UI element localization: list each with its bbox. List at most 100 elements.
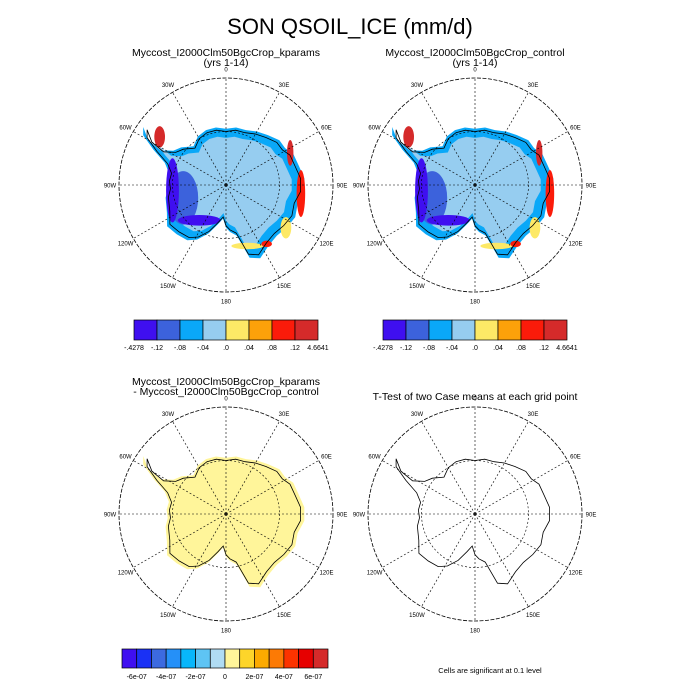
colorbar-box — [195, 648, 211, 669]
longitude-label: 60W — [119, 455, 132, 461]
longitude-label: 180 — [221, 629, 232, 635]
strong-negative-patch — [166, 158, 179, 223]
meridian-line — [474, 460, 568, 515]
longitude-label: 90W — [104, 513, 117, 519]
panel-title-2: Myccost_I2000Clm50BgcCrop_control (yrs 1… — [350, 48, 600, 69]
colorbar-box — [239, 648, 255, 669]
colorbar-box — [224, 648, 241, 669]
panel-2-subtitle: (yrs 1-14) — [452, 57, 498, 69]
longitude-label: 150W — [409, 613, 425, 619]
longitude-label: 150E — [526, 284, 540, 290]
colorbar-label: .08 — [516, 345, 526, 352]
longitude-label: 90W — [353, 184, 366, 190]
meridian-line — [474, 184, 529, 278]
colorbar-label: -2e-07 — [185, 674, 205, 681]
strong-negative-patch — [415, 158, 428, 223]
colorbar-box — [405, 319, 430, 341]
colorbar-label: -.04 — [446, 345, 458, 352]
longitude-label: 60E — [321, 455, 332, 461]
peninsula-positive-patch — [403, 126, 415, 148]
colorbar-box — [294, 319, 319, 341]
longitude-label: 90E — [337, 184, 348, 190]
meridian-line — [382, 184, 476, 239]
map-boundary — [367, 77, 583, 293]
colorbar-box — [543, 319, 568, 341]
map-boundary — [118, 77, 334, 293]
meridian-line — [382, 131, 476, 186]
figure-title: SON QSOIL_ICE (mm/d) — [227, 14, 473, 39]
colorbar-box — [165, 648, 182, 669]
colorbar-box — [133, 319, 158, 341]
colorbar-box — [497, 319, 522, 341]
longitude-label: 180 — [470, 629, 481, 635]
meridian-line — [133, 184, 227, 239]
longitude-label: 30W — [411, 412, 424, 418]
longitude-label: 0 — [224, 397, 228, 403]
colorbar-label: .08 — [267, 345, 277, 352]
colorbar-label: -.08 — [174, 345, 186, 352]
panel-4-title: T-Test of two Case means at each grid po… — [372, 391, 578, 403]
longitude-label: 120W — [118, 242, 134, 248]
longitude-label: 90W — [353, 513, 366, 519]
longitude-label: 60E — [321, 126, 332, 132]
positive-patch — [545, 170, 555, 218]
colorbar-box — [268, 648, 285, 669]
colorbar-box — [248, 319, 273, 341]
panel-3-subtitle: - Myccost_I2000Clm50BgcCrop_control — [133, 386, 319, 398]
longitude-label: 120W — [118, 571, 134, 577]
meridian-line — [172, 421, 227, 515]
colorbar-panel-3: -6e-07 -4e-07 -2e-07 0 2e-07 4e-07 6e-07 — [121, 648, 329, 681]
meridian-line — [172, 184, 227, 278]
longitude-label: 60W — [368, 126, 381, 132]
colorbar-label: 4.6641 — [307, 345, 329, 352]
meridian-line — [133, 460, 227, 515]
meridian-line — [225, 92, 280, 186]
positive-patch — [261, 240, 273, 248]
colorbar-box — [254, 648, 270, 669]
longitude-label: 180 — [221, 300, 232, 306]
meridian-line — [225, 513, 280, 607]
colorbar-box — [298, 648, 314, 669]
colorbar-box — [136, 648, 152, 669]
colorbar-box — [209, 648, 226, 669]
longitude-label: 60E — [570, 126, 581, 132]
colorbar-label: -6e-07 — [127, 674, 147, 681]
panel-title-3: Myccost_I2000Clm50BgcCrop_kparams - Mycc… — [101, 377, 351, 398]
colorbar-panel-1: -.4278 -.12 -.08 -.04 .0 .04 .08 .12 4.6641 — [124, 319, 329, 352]
longitude-label: 90W — [104, 184, 117, 190]
panel-title-1: Myccost_I2000Clm50BgcCrop_kparams (yrs 1… — [101, 48, 351, 69]
longitude-label: 150W — [160, 284, 176, 290]
longitude-label: 90E — [586, 513, 597, 519]
colorbar-label: 2e-07 — [245, 674, 263, 681]
colorbar-box — [156, 319, 181, 341]
longitude-label: 90E — [586, 184, 597, 190]
longitude-label: 90E — [337, 513, 348, 519]
colorbar-label: -.4278 — [124, 345, 144, 352]
longitude-label: 0 — [473, 68, 477, 74]
map-boundary — [367, 406, 583, 622]
longitude-label: 0 — [224, 68, 228, 74]
positive-patch — [286, 140, 294, 166]
longitude-label: 120E — [319, 242, 333, 248]
meridian-line — [225, 184, 319, 239]
positive-patch — [480, 242, 513, 250]
longitude-label: 150W — [160, 613, 176, 619]
colorbar-label: -.4278 — [373, 345, 393, 352]
colorbar-label: .12 — [290, 345, 300, 352]
colorbar-box — [520, 319, 545, 341]
strong-negative-patch — [177, 214, 221, 226]
meridian-line — [225, 460, 319, 515]
polar-map-1: 0 30E 60E 90E 120E 150E 180 150W 120W 90W 60W 30W — [104, 68, 348, 306]
meridian-line — [474, 513, 529, 607]
meridian-line — [421, 92, 476, 186]
longitude-label: 0 — [473, 397, 477, 403]
meridian-line — [474, 421, 529, 515]
meridian-line — [225, 184, 280, 278]
colorbar-box — [179, 319, 204, 341]
colorbar-box — [225, 319, 250, 341]
meridian-line — [133, 513, 227, 568]
colorbar-label: .04 — [493, 345, 503, 352]
coastline — [146, 129, 301, 256]
colorbar-box — [382, 319, 407, 341]
positive-patch — [280, 217, 292, 239]
